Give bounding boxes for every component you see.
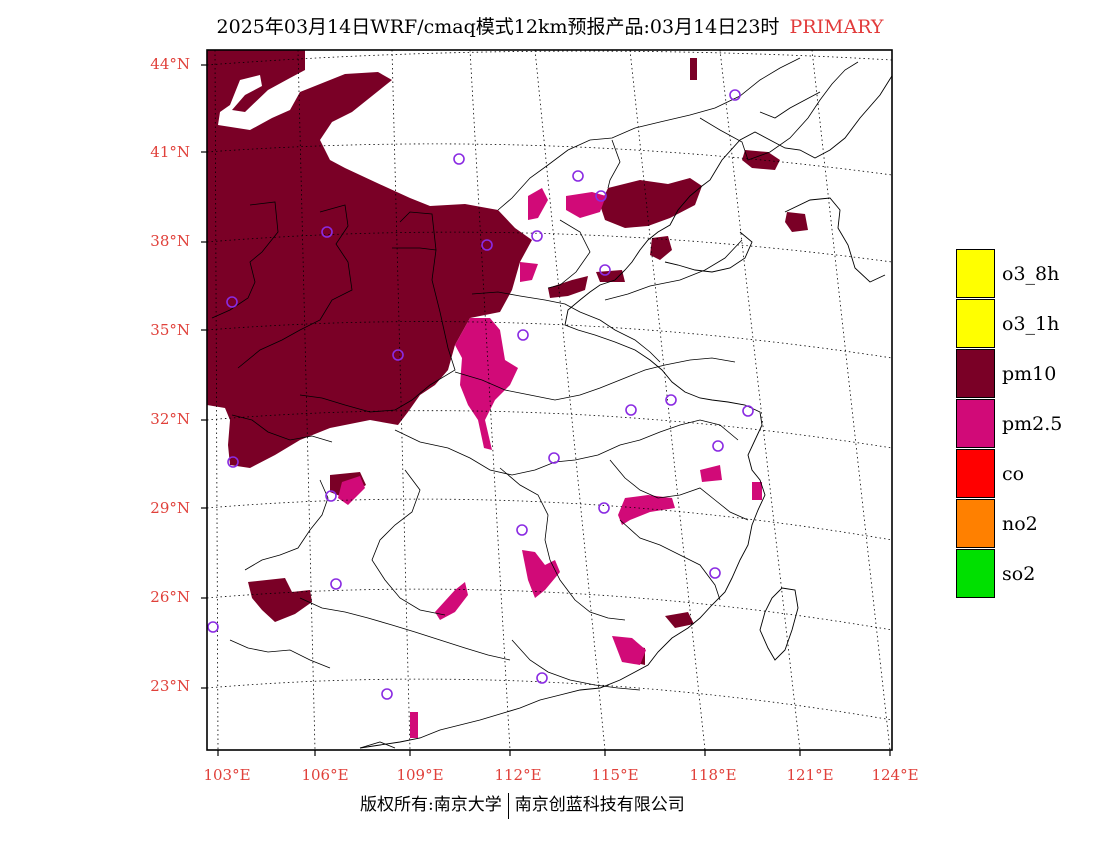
station-hefei: [625, 404, 637, 416]
lat-label-41: 41°N: [150, 143, 190, 161]
pm10-region-hebei-north: [690, 58, 697, 80]
legend-label-pm25: pm2.5: [1002, 413, 1063, 435]
footer-separator: [507, 792, 509, 819]
station-tianjin: [572, 170, 584, 182]
station-guiyang: [330, 578, 342, 590]
station-shanghai: [742, 405, 754, 417]
pm10-region-dalian: [785, 212, 808, 232]
hainan-outline: [359, 741, 396, 749]
pm25-region-guangxi: [435, 582, 468, 620]
legend-label-pm10: pm10: [1002, 363, 1057, 385]
lat-label-32: 32°N: [150, 410, 190, 428]
graticule: [207, 50, 892, 750]
legend-label-no2: no2: [1002, 513, 1038, 535]
station-shijiazhuang: [531, 230, 543, 242]
station-hohhot: [453, 153, 465, 165]
lat-label-29: 29°N: [150, 499, 190, 517]
pm10-region-yunnan: [248, 578, 312, 622]
station-hangzhou: [712, 440, 724, 452]
station-nanjing: [665, 394, 677, 406]
legend-item-o3-1h: o3_1h: [956, 299, 1100, 349]
coastline: [359, 74, 892, 749]
title-text: 2025年03月14日WRF/cmaq模式12km预报产品:03月14日23时: [216, 16, 780, 38]
taiwan-outline: [759, 587, 799, 661]
province-boundaries: [211, 57, 859, 691]
station-beijing: [595, 190, 607, 202]
legend-item-no2: no2: [956, 499, 1100, 549]
pm10-region-northwest: [207, 50, 532, 468]
legend-label-o3-8h: o3_8h: [1002, 263, 1060, 285]
legend-swatch-no2: [956, 499, 995, 548]
station-jinan: [599, 264, 611, 276]
pm25-region-zhejiang: [700, 465, 722, 482]
station-chongqing: [325, 490, 337, 502]
lat-label-35: 35°N: [150, 321, 190, 339]
pm10-region-shandong-west: [548, 276, 588, 298]
station-markers: [207, 89, 754, 700]
legend-label-co: co: [1002, 463, 1025, 485]
station-lanzhou: [226, 296, 238, 308]
lon-label-124: 124°E: [871, 766, 919, 784]
copyright-owner: 版权所有:南京大学: [360, 795, 502, 815]
axis-ticks: [201, 64, 891, 756]
pollutant-legend: o3_8h o3_1h pm10 pm2.5 co no2 so2: [956, 249, 1100, 599]
station-nanchang: [598, 502, 610, 514]
pm10-region-shandong-center: [596, 270, 625, 282]
map-frame: [206, 49, 893, 751]
legend-swatch-o3-8h: [956, 249, 995, 298]
legend-swatch-co: [956, 449, 995, 498]
legend-label-o3-1h: o3_1h: [1002, 313, 1060, 335]
legend-label-so2: so2: [1002, 563, 1036, 585]
station-yinchuan: [321, 226, 333, 238]
lon-label-103: 103°E: [203, 766, 251, 784]
legend-item-o3-8h: o3_8h: [956, 249, 1100, 299]
lat-label-38: 38°N: [150, 232, 190, 250]
legend-item-pm10: pm10: [956, 349, 1100, 399]
station-taiyuan: [481, 239, 493, 251]
pm25-region-fujian-coast: [752, 482, 762, 500]
copyright-footer: 版权所有:南京大学 南京创蓝科技有限公司: [360, 790, 685, 819]
lon-label-109: 109°E: [396, 766, 444, 784]
station-guangzhou: [536, 672, 548, 684]
pm10-region-jingjinji: [600, 178, 702, 228]
lat-label-44: 44°N: [150, 55, 190, 73]
legend-item-pm25: pm2.5: [956, 399, 1100, 449]
title-primary-tag: PRIMARY: [789, 16, 884, 38]
legend-item-so2: so2: [956, 549, 1100, 599]
lat-label-23: 23°N: [150, 677, 190, 695]
pm25-region-jiangxi: [618, 495, 675, 525]
station-xian: [392, 349, 404, 361]
pm10-region-shandong-north: [650, 236, 672, 260]
station-nanning: [381, 688, 393, 700]
pm25-region-henan: [455, 318, 518, 450]
pm10-region-fujian: [665, 612, 694, 628]
lon-label-118: 118°E: [689, 766, 737, 784]
lon-label-115: 115°E: [591, 766, 639, 784]
station-zhengzhou: [517, 329, 529, 341]
lon-label-112: 112°E: [494, 766, 542, 784]
pm25-region-guangxi-south: [410, 712, 418, 738]
lat-label-26: 26°N: [150, 588, 190, 606]
legend-swatch-o3-1h: [956, 299, 995, 348]
pm25-region-tianjin-west: [528, 188, 548, 220]
pm25-region-guangdong: [612, 636, 646, 665]
legend-item-co: co: [956, 449, 1100, 499]
pm25-region-hunan: [522, 550, 560, 598]
pm25-region-shanxi-east: [520, 262, 538, 282]
station-wuhan: [548, 452, 560, 464]
station-changsha: [516, 524, 528, 536]
copyright-company: 南京创蓝科技有限公司: [514, 795, 685, 815]
station-shenyang: [729, 89, 741, 101]
station-chengdu: [227, 456, 239, 468]
lon-label-121: 121°E: [786, 766, 834, 784]
pm25-region-chongqing: [338, 476, 365, 505]
lon-label-106: 106°E: [301, 766, 349, 784]
legend-swatch-pm25: [956, 399, 995, 448]
legend-swatch-so2: [956, 549, 995, 598]
station-kunming: [207, 621, 219, 633]
legend-swatch-pm10: [956, 349, 995, 398]
station-fuzhou: [709, 567, 721, 579]
map-title: 2025年03月14日WRF/cmaq模式12km预报产品:03月14日23时 P…: [0, 12, 1100, 39]
